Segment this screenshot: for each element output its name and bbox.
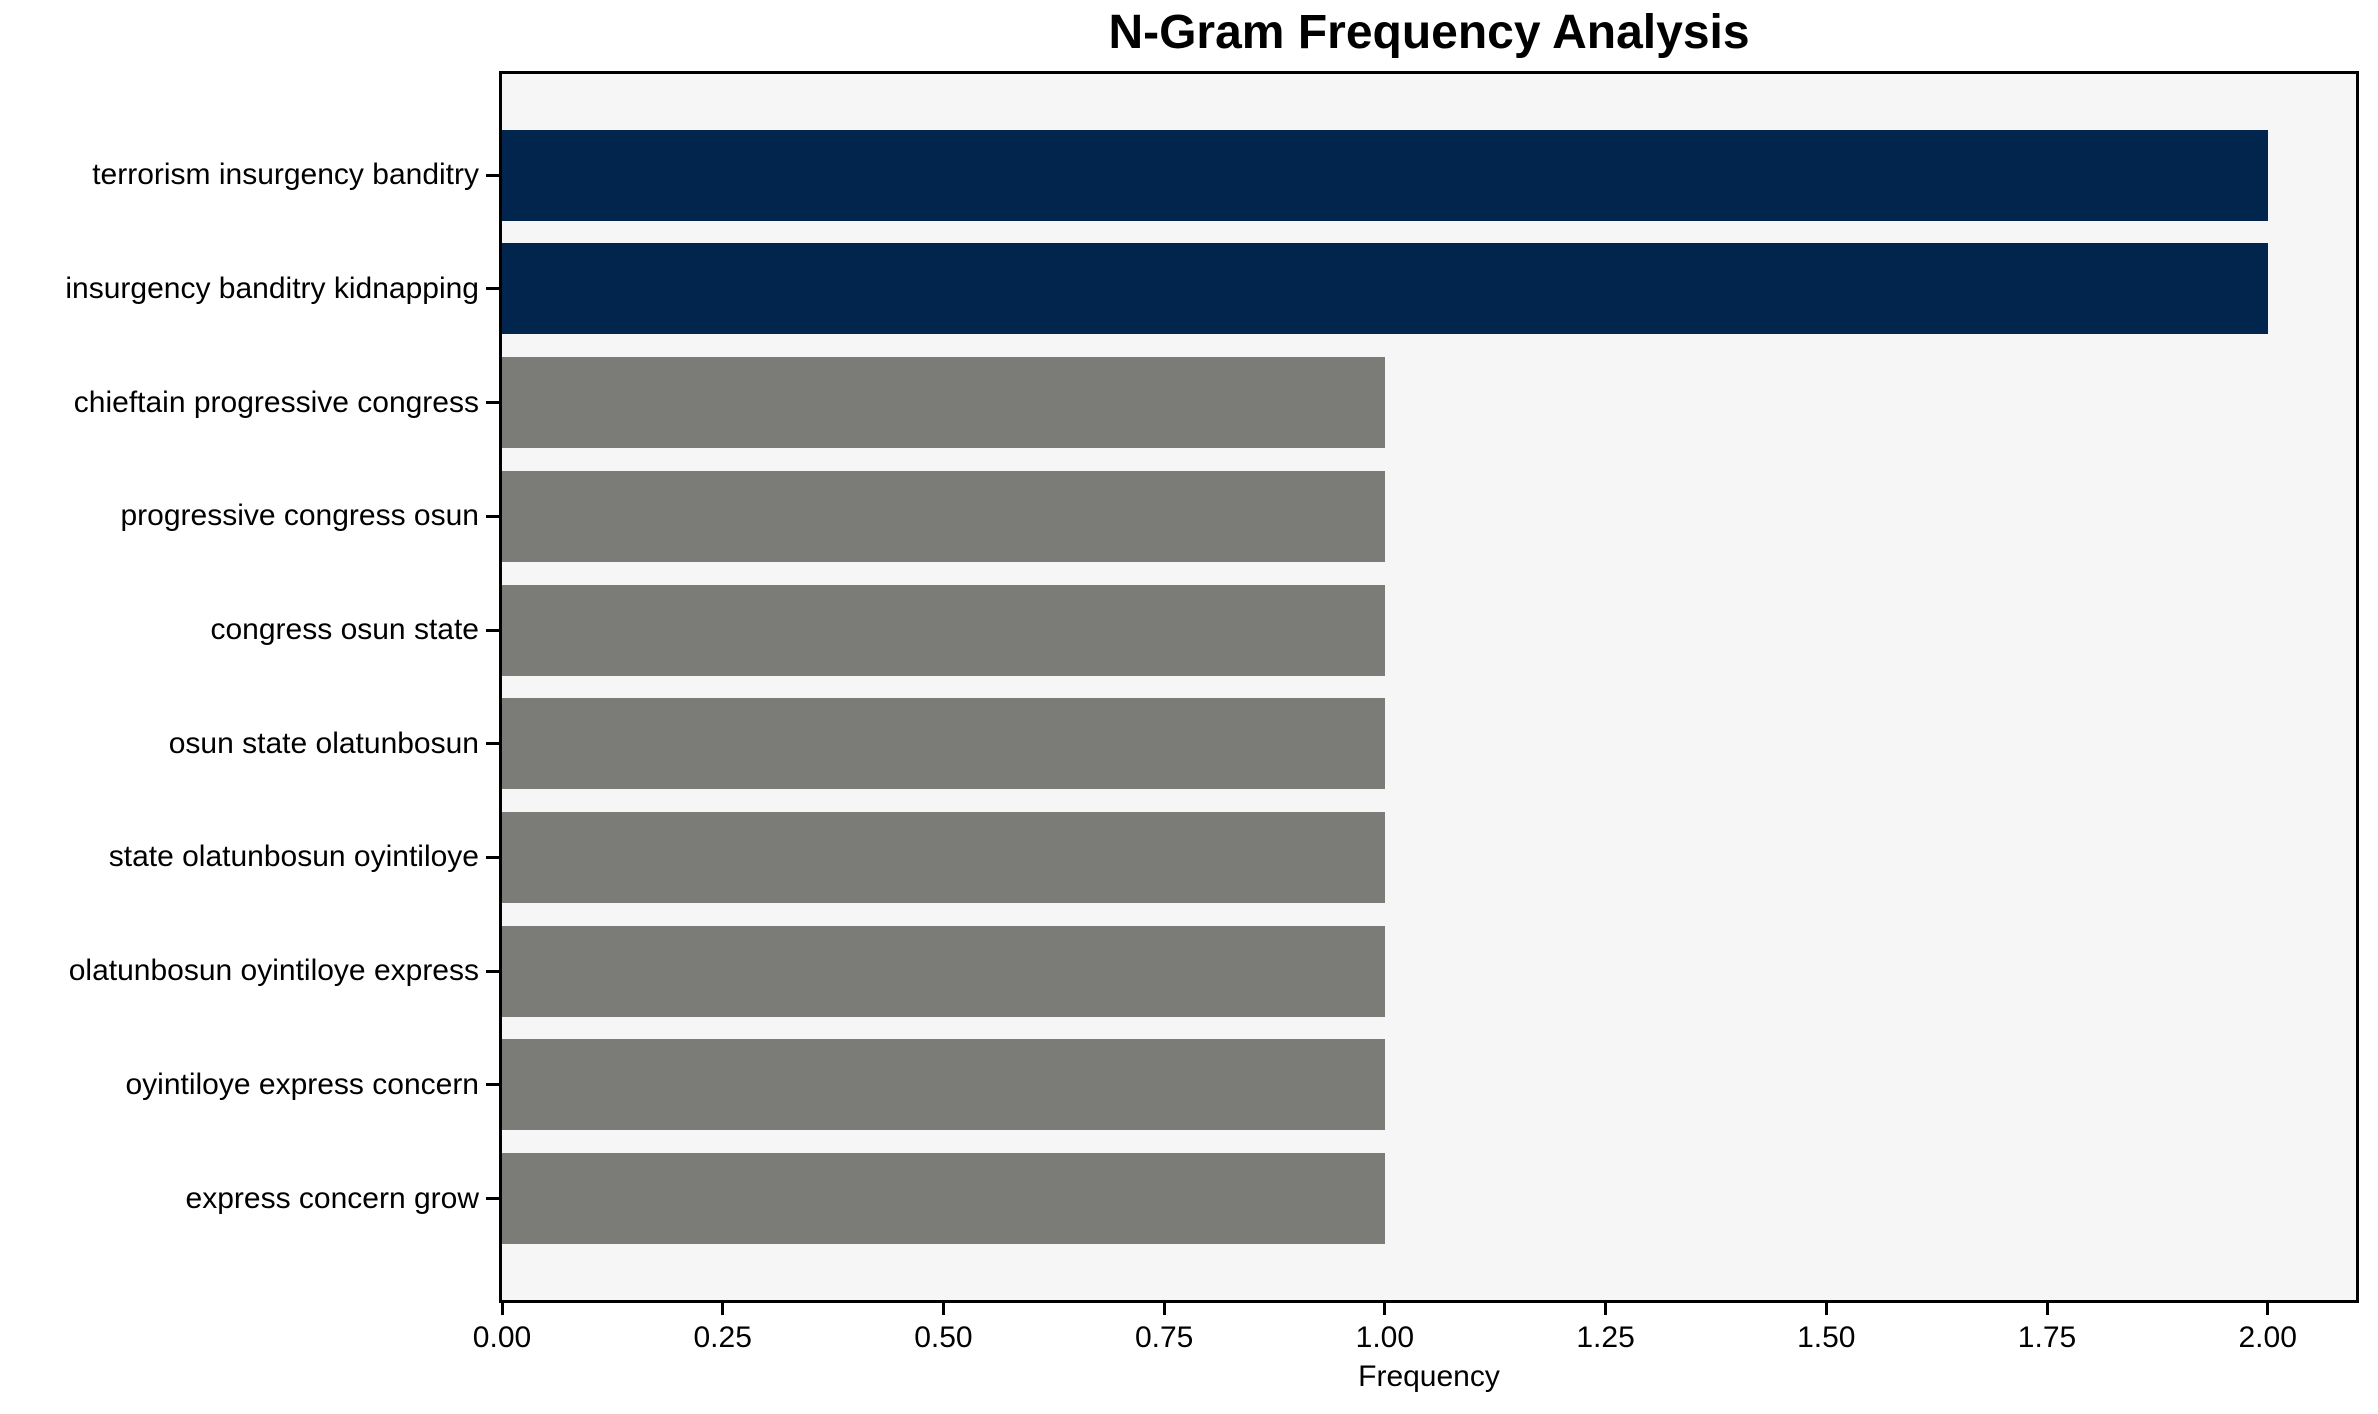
- bar: [502, 357, 1385, 449]
- y-tick-label: insurgency banditry kidnapping: [65, 271, 479, 305]
- y-tick: [486, 173, 499, 177]
- bar: [502, 129, 2268, 221]
- x-tick-label: 0.25: [693, 1321, 752, 1354]
- x-tick-label: 1.75: [2017, 1321, 2077, 1354]
- y-tick: [486, 514, 499, 518]
- y-tick-label: congress osun state: [210, 613, 480, 646]
- y-tick: [486, 969, 499, 973]
- bar: [502, 1039, 1385, 1131]
- y-tick: [486, 742, 499, 746]
- x-tick-label: 1.25: [1576, 1321, 1635, 1354]
- y-tick-label: oyintiloye express concern: [125, 1067, 479, 1101]
- bar: [502, 1153, 1385, 1244]
- x-tick: [1383, 1303, 1387, 1315]
- x-tick: [1162, 1303, 1166, 1315]
- y-tick-label: progressive congress osun: [120, 499, 479, 533]
- x-tick-label: 1.50: [1797, 1321, 1856, 1354]
- plot-area: [499, 71, 2359, 1303]
- x-tick: [1824, 1303, 1828, 1315]
- y-tick-label: terrorism insurgency banditry: [92, 158, 479, 192]
- x-tick: [941, 1303, 945, 1315]
- x-tick-label: 0.75: [1134, 1321, 1194, 1354]
- x-tick: [2266, 1303, 2270, 1315]
- y-tick: [486, 628, 499, 632]
- y-tick: [486, 1083, 499, 1087]
- y-tick: [486, 855, 499, 859]
- y-tick: [486, 1197, 499, 1200]
- y-tick: [486, 287, 499, 291]
- x-tick: [1604, 1303, 1608, 1315]
- bar: [502, 243, 2268, 335]
- x-tick-label: 1.00: [1355, 1321, 1415, 1354]
- y-tick-label: olatunbosun oyintiloye express: [68, 954, 479, 988]
- x-tick-label: 2.00: [2238, 1321, 2297, 1354]
- bar: [502, 925, 1385, 1017]
- y-tick-label: express concern grow: [185, 1181, 479, 1215]
- bar: [502, 584, 1385, 676]
- bar: [502, 698, 1385, 790]
- y-tick-label: osun state olatunbosun: [168, 726, 479, 760]
- y-tick: [486, 401, 499, 405]
- bar: [502, 811, 1385, 903]
- x-axis-label: Frequency: [1358, 1360, 1500, 1393]
- x-tick: [2045, 1303, 2049, 1315]
- y-tick-label: state olatunbosun oyintiloye: [108, 840, 479, 874]
- bar: [502, 470, 1385, 562]
- chart-title: N-Gram Frequency Analysis: [1108, 5, 1750, 59]
- x-tick-label: 0.50: [914, 1321, 973, 1354]
- y-tick-label: chieftain progressive congress: [73, 385, 479, 419]
- x-tick-label: 0.00: [472, 1321, 532, 1354]
- x-tick: [500, 1303, 504, 1315]
- x-tick: [721, 1303, 725, 1315]
